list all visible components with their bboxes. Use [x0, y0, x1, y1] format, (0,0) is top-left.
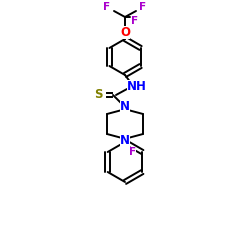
Text: O: O: [120, 26, 130, 38]
Text: F: F: [140, 2, 146, 12]
Text: F: F: [129, 147, 136, 157]
Text: F: F: [104, 2, 110, 12]
Text: S: S: [94, 88, 102, 102]
Text: F: F: [132, 16, 138, 26]
Text: N: N: [120, 100, 130, 114]
Text: NH: NH: [127, 80, 147, 92]
Text: N: N: [120, 134, 130, 147]
